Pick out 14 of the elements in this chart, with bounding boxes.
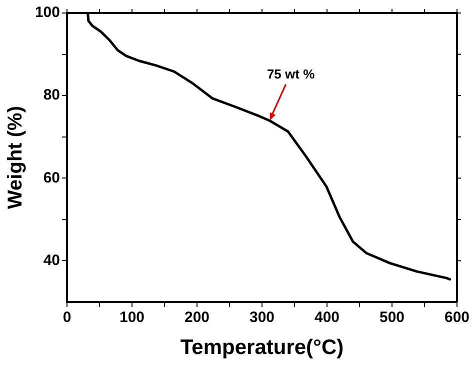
x-tick-label: 400: [314, 309, 340, 326]
x-tick-label: 300: [249, 309, 275, 326]
y-tick-label: 40: [43, 252, 60, 269]
y-tick-label: 60: [43, 169, 60, 186]
x-tick-label: 600: [444, 309, 470, 326]
x-axis-title: Temperature(°C): [180, 336, 344, 360]
y-tick-label: 100: [34, 4, 60, 22]
y-tick-label: 80: [43, 86, 60, 104]
x-tick-label: 500: [379, 309, 405, 326]
x-tick-label: 0: [62, 309, 72, 326]
y-axis-title: Weight (%): [4, 106, 27, 209]
annotation: 75 wt %: [266, 66, 316, 82]
x-tick-label: 200: [184, 309, 210, 326]
x-tick-label: 100: [119, 309, 145, 326]
